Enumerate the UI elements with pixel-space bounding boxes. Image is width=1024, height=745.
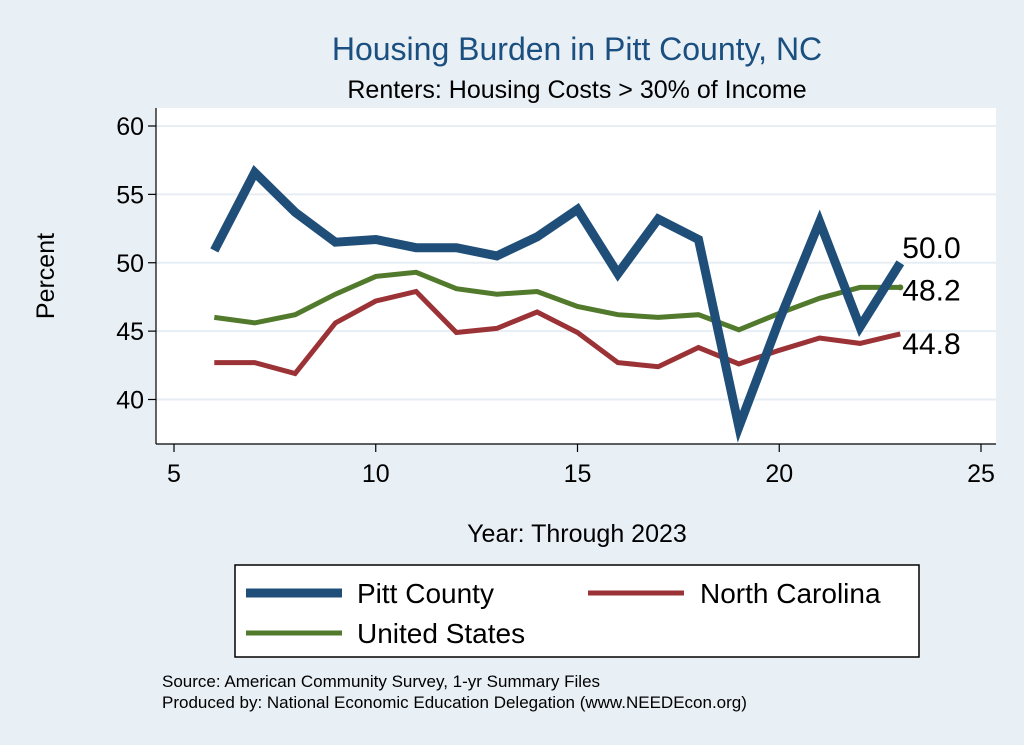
- y-axis-title: Percent: [32, 233, 60, 319]
- x-tick-label-25: 25: [967, 460, 995, 488]
- x-tick-label-20: 20: [765, 460, 793, 488]
- x-tick-label-5: 5: [167, 460, 181, 488]
- source-line-1: Source: American Community Survey, 1-yr …: [162, 672, 600, 691]
- y-tick-label-50: 50: [116, 250, 144, 278]
- end-label-pitt: 50.0: [902, 232, 960, 265]
- y-tick-label-55: 55: [116, 181, 144, 209]
- y-tick-label-60: 60: [116, 113, 144, 141]
- legend-label-nc: North Carolina: [700, 578, 881, 609]
- x-axis-title: Year: Through 2023: [467, 520, 687, 548]
- legend: Pitt County North Carolina United States: [234, 564, 920, 658]
- chart-title: Housing Burden in Pitt County, NC: [332, 31, 822, 67]
- source-line-2: Produced by: National Economic Education…: [162, 693, 747, 712]
- plot-area: [156, 108, 996, 444]
- end-label-nc: 44.8: [902, 328, 960, 361]
- y-tick-label-40: 40: [116, 387, 144, 415]
- x-tick-label-10: 10: [362, 460, 390, 488]
- end-marker-us: [897, 284, 904, 291]
- end-labels: 50.0 44.8 48.2: [897, 232, 961, 361]
- legend-box: [234, 564, 920, 658]
- axes: 40 45 50 55 60 5 10 15 20 25: [116, 108, 996, 488]
- series-line-pitt: [210, 165, 905, 443]
- series-line-nc: [214, 288, 901, 377]
- y-tick-label-45: 45: [116, 318, 144, 346]
- chart-subtitle: Renters: Housing Costs > 30% of Income: [347, 76, 806, 104]
- legend-label-us: United States: [357, 618, 525, 649]
- series-lines: [210, 165, 905, 443]
- gridlines: [156, 125, 996, 401]
- x-tick-label-15: 15: [564, 460, 592, 488]
- end-label-us: 48.2: [902, 274, 960, 307]
- legend-label-pitt: Pitt County: [357, 578, 494, 609]
